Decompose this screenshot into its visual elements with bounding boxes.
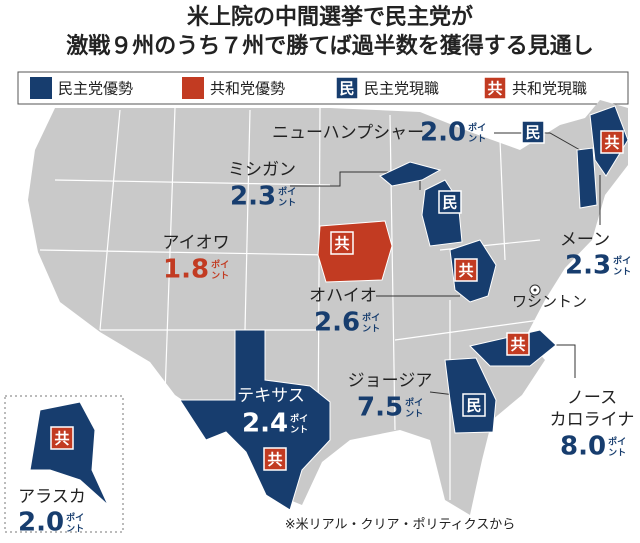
source-note: ※米リアル・クリア・ポリティクスから (285, 518, 516, 533)
unit-top: ポイ (290, 413, 308, 425)
legend-label: 民主党現職 (364, 80, 439, 98)
badge-text: 共 (487, 80, 502, 98)
alaska-inset (4, 395, 124, 533)
badge-text: 共 (54, 430, 69, 448)
badge (454, 258, 478, 282)
state-shape (379, 161, 442, 187)
badge-text: 共 (604, 134, 619, 152)
state-name: ミシガン (228, 160, 296, 180)
state-name: アイオワ (162, 233, 229, 253)
state-name: ニューハンプシャー (272, 123, 424, 143)
badge (330, 231, 354, 255)
legend-swatch (30, 77, 52, 99)
callout-line (550, 344, 576, 378)
margin-value: 7.5 (357, 393, 403, 423)
state-name: カロライナ (550, 410, 635, 430)
margin-value: 2.0 (420, 118, 466, 148)
badge-text: 共 (458, 262, 473, 280)
margin-value: 2.4 (242, 409, 288, 439)
state-name: ノース (567, 388, 617, 408)
unit-top: ポイ (211, 259, 229, 271)
unit-top: ポイ (608, 436, 626, 448)
margin-value: 2.6 (314, 308, 360, 338)
callout-line (494, 132, 581, 151)
badge (263, 447, 287, 471)
state-name: テキサス (237, 386, 305, 406)
state-name: アラスカ (18, 487, 86, 507)
unit-top: ポイ (405, 397, 423, 409)
unit-bottom: ント (211, 271, 229, 282)
unit-top: ポイ (362, 312, 380, 324)
badge (600, 130, 624, 154)
state-shape (29, 401, 109, 506)
unit-top: ポイ (278, 186, 296, 198)
unit-bottom: ント (405, 409, 423, 420)
badge-text: 民 (339, 80, 354, 98)
state-name: メーン (560, 230, 610, 250)
state-shape (317, 220, 393, 283)
badge (506, 332, 530, 356)
unit-top: ポイ (468, 122, 486, 134)
badge (462, 393, 486, 417)
legend-box (17, 71, 629, 105)
badge-text: 共 (510, 336, 525, 354)
capital-marker-dot (533, 288, 537, 292)
unit-bottom: ント (290, 425, 308, 436)
state-shape (179, 329, 331, 511)
badge (335, 76, 359, 100)
unit-bottom: ント (613, 267, 631, 278)
unit-bottom: ント (468, 134, 486, 145)
badge (521, 120, 545, 144)
margin-value: 2.0 (18, 508, 64, 538)
badge-text: 民 (442, 194, 457, 212)
legend-label: 共和党優勢 (210, 80, 285, 98)
state-name: オハイオ (309, 286, 377, 306)
margin-value: 8.0 (560, 432, 606, 462)
unit-bottom: ント (608, 448, 626, 459)
state-name: ジョージア (348, 371, 433, 391)
state-shape (576, 147, 598, 209)
badge (50, 426, 74, 450)
unit-top: ポイ (613, 255, 631, 267)
badge (483, 76, 507, 100)
unit-top: ポイ (66, 512, 84, 524)
title-line: 激戦９州のうち７州で勝てば過半数を獲得する見通し (66, 33, 594, 59)
margin-value: 2.3 (565, 251, 611, 281)
legend-label: 民主党優勢 (58, 80, 133, 98)
badge-text: 民 (466, 397, 481, 415)
badge-text: 共 (267, 451, 282, 469)
unit-bottom: ント (278, 198, 296, 209)
legend-swatch (182, 77, 204, 99)
capital-label: ワシントン (512, 293, 587, 311)
margin-value: 2.3 (230, 182, 276, 212)
badge (438, 190, 462, 214)
unit-bottom: ント (66, 524, 84, 535)
title-line: 米上院の中間選挙で民主党が (187, 4, 473, 30)
margin-value: 1.8 (163, 255, 209, 285)
legend-label: 共和党現職 (512, 80, 587, 98)
unit-bottom: ント (362, 324, 380, 335)
badge-text: 共 (334, 235, 349, 253)
badge-text: 民 (525, 124, 540, 142)
